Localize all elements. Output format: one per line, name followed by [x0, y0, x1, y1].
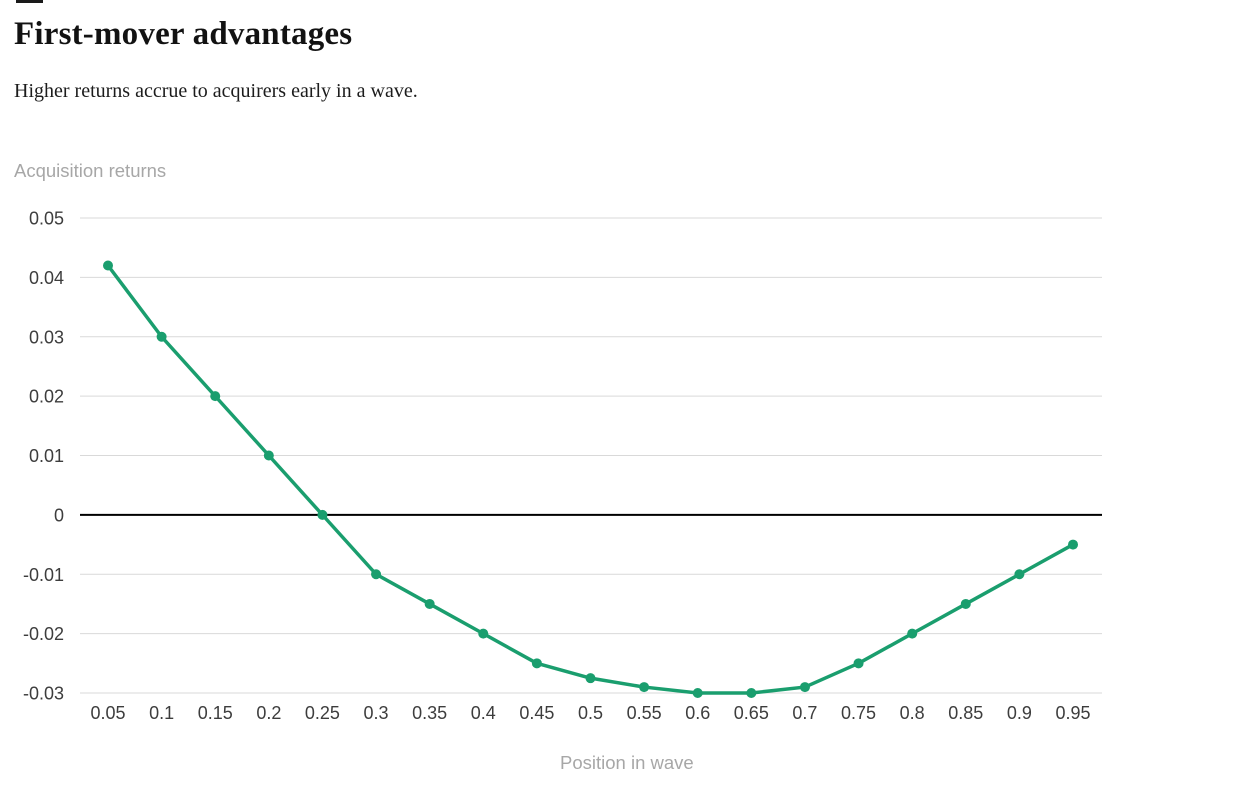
- y-tick-label: 0.03: [29, 327, 64, 347]
- x-tick-label: 0.3: [364, 703, 389, 723]
- x-axis-title: Position in wave: [560, 752, 694, 773]
- x-tick-label: 0.2: [256, 703, 281, 723]
- data-point-marker: [1068, 539, 1078, 550]
- y-tick-label: 0: [54, 505, 64, 525]
- x-tick-label: 0.05: [90, 703, 125, 723]
- x-tick-label: 0.95: [1055, 703, 1090, 723]
- x-tick-label: 0.5: [578, 703, 603, 723]
- data-point-marker: [853, 658, 864, 669]
- data-point-marker: [210, 391, 221, 402]
- y-tick-label: 0.01: [29, 446, 64, 466]
- data-point-marker: [1014, 569, 1025, 580]
- cropped-logo-mark: [16, 0, 43, 3]
- data-point-marker: [746, 688, 757, 698]
- data-point-marker: [424, 598, 435, 609]
- returns-line-series: [106, 263, 1075, 695]
- data-point-marker: [263, 450, 274, 461]
- data-point-marker: [317, 509, 328, 520]
- chart-subtitle: Higher returns accrue to acquirers early…: [14, 80, 418, 102]
- x-tick-label: 0.55: [627, 703, 662, 723]
- data-point-marker: [639, 682, 650, 693]
- data-point-marker: [960, 598, 971, 609]
- y-tick-label: -0.03: [23, 684, 64, 704]
- x-tick-label: 0.1: [149, 703, 174, 723]
- data-point-marker: [907, 628, 918, 639]
- data-point-marker: [156, 331, 167, 342]
- x-tick-label: 0.75: [841, 703, 876, 723]
- x-tick-label: 0.85: [948, 703, 983, 723]
- x-tick-label: 0.9: [1007, 703, 1032, 723]
- y-tick-label: -0.02: [23, 624, 64, 644]
- data-point-marker: [103, 260, 113, 271]
- y-tick-label: 0.04: [29, 268, 64, 288]
- x-tick-label: 0.4: [471, 703, 496, 723]
- x-tick-label: 0.8: [900, 703, 925, 723]
- y-tick-label: 0.02: [29, 387, 64, 407]
- y-axis-title: Acquisition returns: [14, 160, 167, 181]
- chart-title: First-mover advantages: [14, 16, 353, 52]
- y-tick-label: -0.01: [23, 565, 64, 585]
- data-point-marker: [531, 658, 542, 669]
- data-point-marker: [371, 569, 382, 580]
- x-tick-label: 0.25: [305, 703, 340, 723]
- x-tick-label: 0.65: [734, 703, 769, 723]
- data-point-marker: [585, 673, 596, 684]
- data-point-marker: [478, 628, 489, 639]
- x-tick-label: 0.15: [198, 703, 233, 723]
- x-tick-label: 0.7: [792, 703, 817, 723]
- x-tick-label: 0.45: [519, 703, 554, 723]
- data-point-marker: [692, 688, 703, 698]
- x-tick-label: 0.35: [412, 703, 447, 723]
- data-point-marker: [799, 682, 810, 693]
- x-tick-label: 0.6: [685, 703, 710, 723]
- y-tick-label: 0.05: [29, 209, 64, 229]
